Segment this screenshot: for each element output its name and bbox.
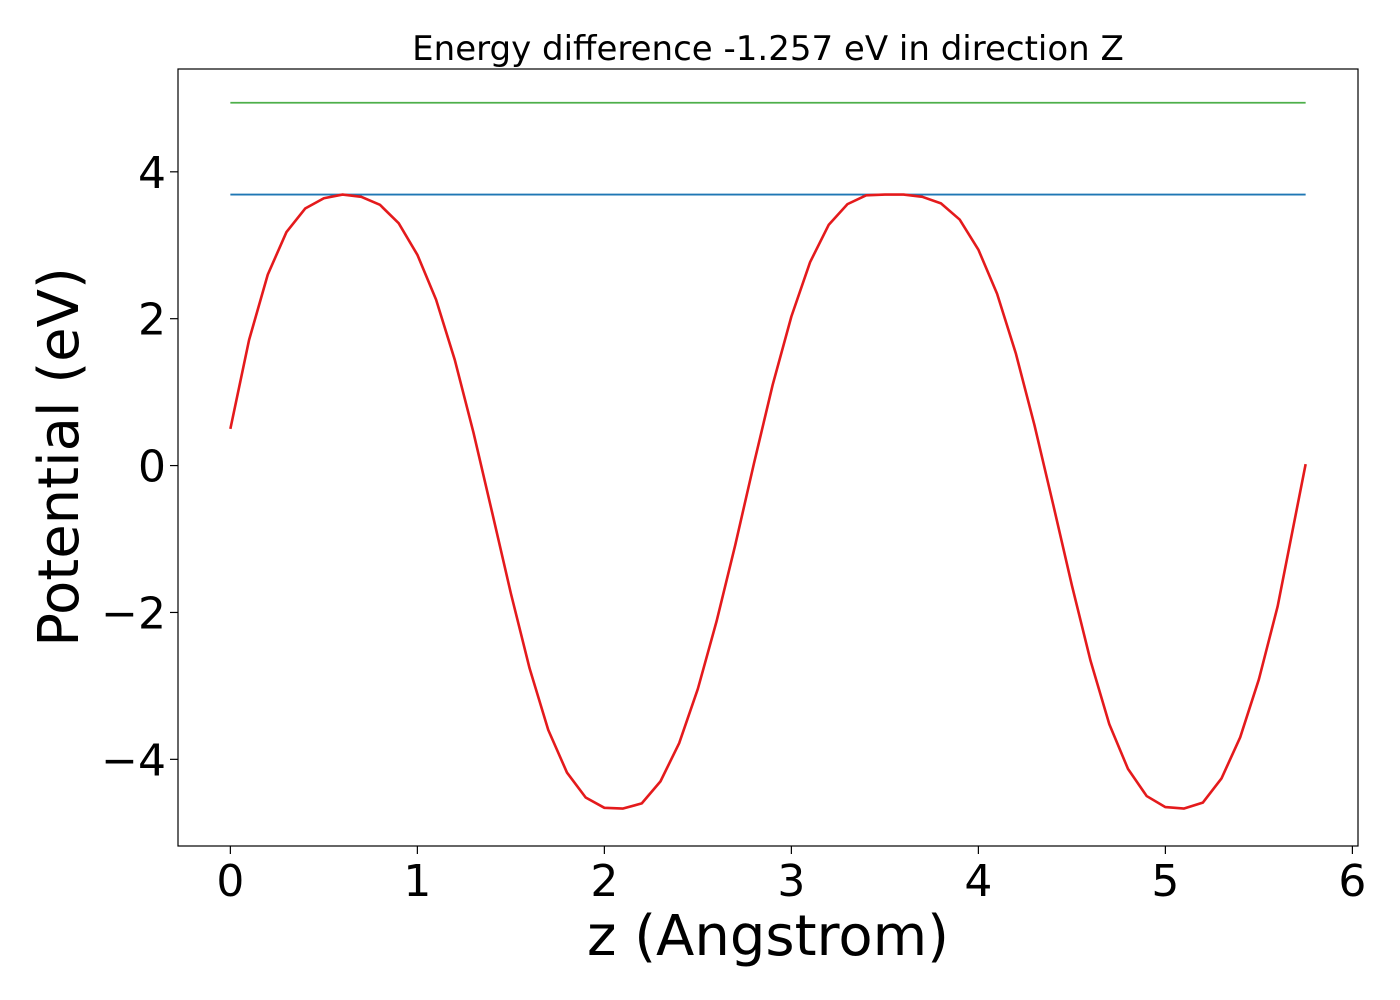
series-layer [229,101,1307,810]
x-tick-label: 3 [777,856,805,907]
y-tick-label: 0 [138,442,166,493]
y-axis: −4 −2 0 2 4 [101,148,178,786]
y-tick-label: 2 [138,295,166,346]
x-tick-label: 2 [590,856,618,907]
x-tick-label: 0 [216,856,244,907]
y-axis-label: Potential (eV) [27,267,92,647]
x-axis-label: z (Angstrom) [587,904,949,969]
chart-title: Energy difference -1.257 eV in direction… [412,29,1124,69]
x-axis: 0 1 2 3 4 5 6 [216,846,1366,907]
x-tick-label: 4 [964,856,992,907]
plot-area [177,68,1359,847]
y-tick-label: −4 [101,735,166,786]
x-tick-label: 6 [1338,856,1366,907]
series-line-potential [229,193,1307,810]
y-tick-label: −2 [101,588,166,639]
x-tick-label: 1 [403,856,431,907]
y-tick-label: 4 [138,148,166,199]
x-tick-label: 5 [1151,856,1179,907]
